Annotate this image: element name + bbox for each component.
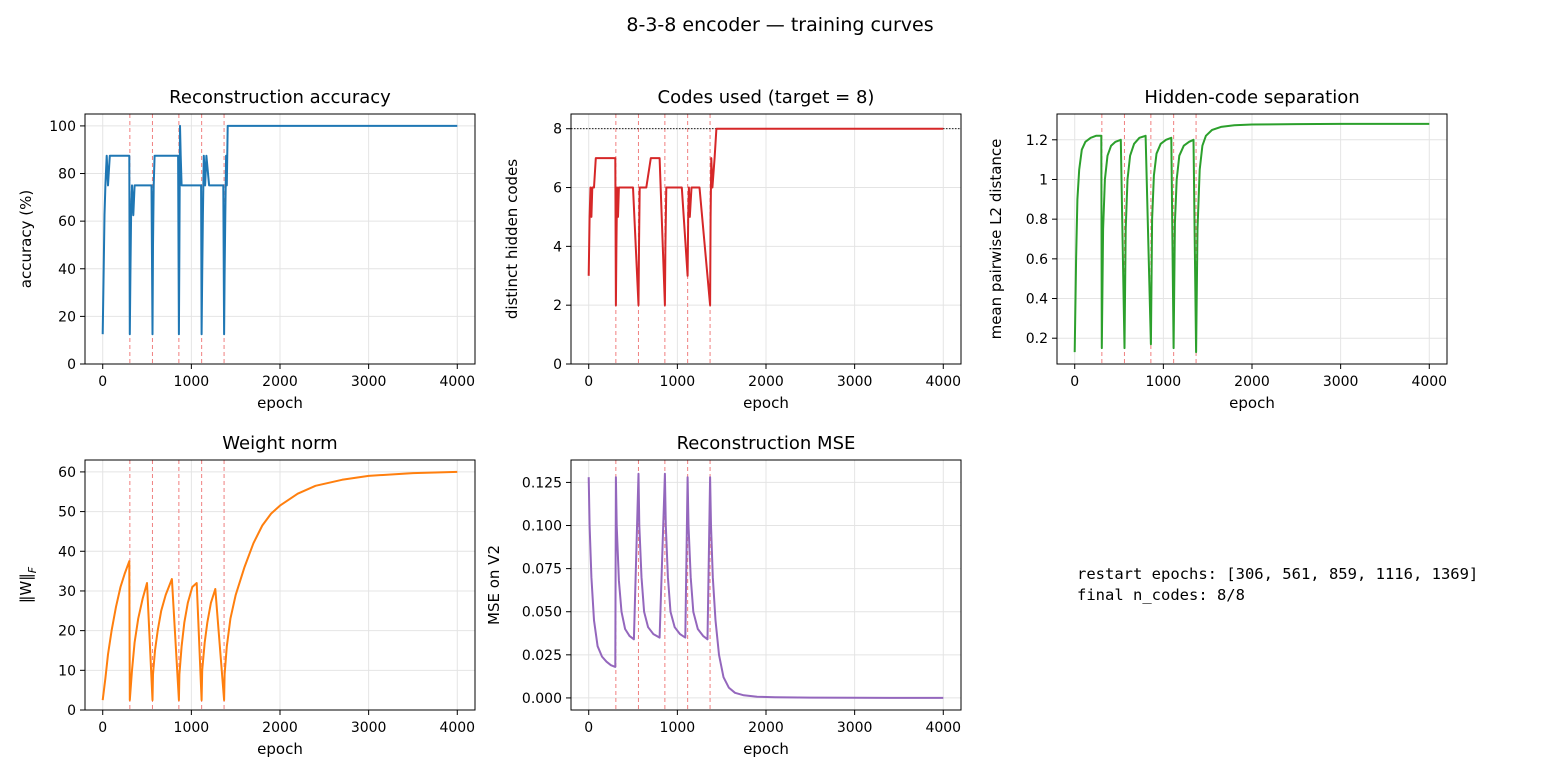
y-tick-label: 0.4: [1026, 292, 1048, 308]
x-tick-label: 2000: [748, 374, 784, 390]
y-tick-label: 60: [58, 465, 76, 481]
y-tick-label: 0.125: [522, 475, 562, 491]
y-tick-label: 0: [553, 357, 562, 373]
y-tick-label: 0.100: [522, 519, 562, 535]
x-tick-label: 2000: [262, 374, 298, 390]
x-tick-label: 1000: [174, 720, 210, 736]
x-axis-label-mse: epoch: [743, 740, 789, 758]
restart-markers-mse: [615, 460, 711, 710]
x-tick-label: 3000: [837, 374, 873, 390]
y-tick-label: 0.000: [522, 691, 562, 707]
x-tick-label: 4000: [1411, 374, 1447, 390]
y-tick-label: 40: [58, 262, 76, 278]
panel-title-mse: Reconstruction MSE: [677, 433, 856, 454]
panel-accuracy: 0 1000 2000 3000 4000 0 20 40 60 80 100 Reconstruct…: [17, 87, 476, 412]
x-tick-label: 0: [98, 720, 107, 736]
panel-mse: 0 1000 2000 3000 4000 0.000 0.025 0.050 0.075 0.1…: [485, 433, 962, 758]
x-tick-label: 1000: [1146, 374, 1182, 390]
y-tick-label: 80: [58, 167, 76, 183]
panel-title-weight_norm: Weight norm: [222, 433, 337, 454]
info-line-final-codes: final n_codes: 8/8: [1077, 586, 1245, 604]
grid-mse: [571, 460, 961, 710]
x-tick-label: 2000: [748, 720, 784, 736]
series-line-mse: [587, 472, 944, 699]
grid-codes: [571, 114, 961, 365]
x-tick-label: 4000: [439, 374, 475, 390]
y-tick-label: 0.075: [522, 562, 562, 578]
y-axis-label-main: ‖W‖: [17, 573, 35, 603]
y-axis-label-weight_norm: ‖W‖F: [17, 566, 39, 603]
y-tick-label: 8: [553, 122, 562, 138]
series-line-separation: [1073, 122, 1430, 354]
panel-separation: 0 1000 2000 3000 4000 0.2 0.4 0.6 0.8 1 1.2 Hidden-…: [987, 87, 1448, 412]
y-tick-label: 100: [49, 119, 76, 135]
y-tick-label: 60: [58, 214, 76, 230]
x-tick-label: 3000: [351, 374, 387, 390]
y-tick-label: 30: [58, 584, 76, 600]
panel-title-codes: Codes used (target = 8): [658, 87, 875, 108]
info-text-block: restart epochs: [306, 561, 859, 1116, 13…: [1077, 565, 1478, 604]
y-tick-label: 50: [58, 505, 76, 521]
panel-title-accuracy: Reconstruction accuracy: [169, 87, 391, 108]
y-tick-label: 40: [58, 544, 76, 560]
x-tick-label: 0: [584, 374, 593, 390]
y-tick-label: 20: [58, 624, 76, 640]
y-tick-label: 0.2: [1026, 331, 1048, 347]
y-tick-label: 2: [553, 298, 562, 314]
grid-separation: [1057, 114, 1447, 364]
y-tick-label: 1: [1039, 172, 1048, 188]
x-axis-label-separation: epoch: [1229, 394, 1275, 412]
grid-weight_norm: [85, 460, 475, 711]
y-axis-label-accuracy: accuracy (%): [17, 190, 35, 288]
x-tick-label: 4000: [925, 374, 961, 390]
y-tick-label: 0.050: [522, 605, 562, 621]
y-tick-label: 10: [58, 663, 76, 679]
x-tick-label: 2000: [262, 720, 298, 736]
y-axis-label-separation: mean pairwise L2 distance: [987, 139, 1005, 340]
figure-title: 8-3-8 encoder — training curves: [626, 14, 933, 36]
y-tick-label: 0.025: [522, 648, 562, 664]
panel-codes: 0 1000 2000 3000 4000 0 2 4 6 8 Codes used (target…: [503, 87, 962, 412]
series-line-codes: [587, 127, 944, 307]
y-tick-label: 0.6: [1026, 252, 1048, 268]
x-tick-label: 3000: [351, 720, 387, 736]
x-tick-label: 0: [98, 374, 107, 390]
y-tick-label: 0: [67, 703, 76, 719]
y-tick-label: 0.8: [1026, 212, 1048, 228]
info-line-restart-epochs: restart epochs: [306, 561, 859, 1116, 13…: [1077, 565, 1478, 583]
x-tick-label: 1000: [660, 374, 696, 390]
x-axis-label-accuracy: epoch: [257, 394, 303, 412]
x-tick-label: 4000: [439, 720, 475, 736]
y-tick-label: 6: [553, 181, 562, 197]
series-line-accuracy: [101, 124, 458, 336]
panel-weight_norm: 0 1000 2000 3000 4000 0 10 20 30 40 50 60 Weight nor…: [17, 433, 476, 758]
x-axis-label-weight_norm: epoch: [257, 740, 303, 758]
x-tick-label: 0: [584, 720, 593, 736]
y-axis-label-codes: distinct hidden codes: [503, 159, 521, 319]
y-tick-label: 1.2: [1026, 133, 1048, 149]
y-axis-label-subscript: F: [26, 566, 39, 573]
x-tick-label: 4000: [925, 720, 961, 736]
y-axis-label-mse: MSE on V2: [485, 545, 503, 625]
y-tick-label: 20: [58, 309, 76, 325]
y-tick-label: 0: [67, 357, 76, 373]
grid-accuracy: [85, 114, 475, 365]
x-tick-label: 1000: [174, 374, 210, 390]
x-tick-label: 3000: [1323, 374, 1359, 390]
x-tick-label: 2000: [1234, 374, 1270, 390]
x-tick-label: 3000: [837, 720, 873, 736]
x-axis-label-codes: epoch: [743, 394, 789, 412]
y-tick-label: 4: [553, 239, 562, 255]
x-tick-label: 0: [1070, 374, 1079, 390]
panel-title-separation: Hidden-code separation: [1144, 87, 1359, 108]
panels: 0 1000 2000 3000 4000020406080100Reconstruct…: [17, 87, 1448, 758]
restart-markers-accuracy: [129, 114, 225, 364]
series-line-weight_norm: [101, 470, 458, 702]
x-tick-label: 1000: [660, 720, 696, 736]
